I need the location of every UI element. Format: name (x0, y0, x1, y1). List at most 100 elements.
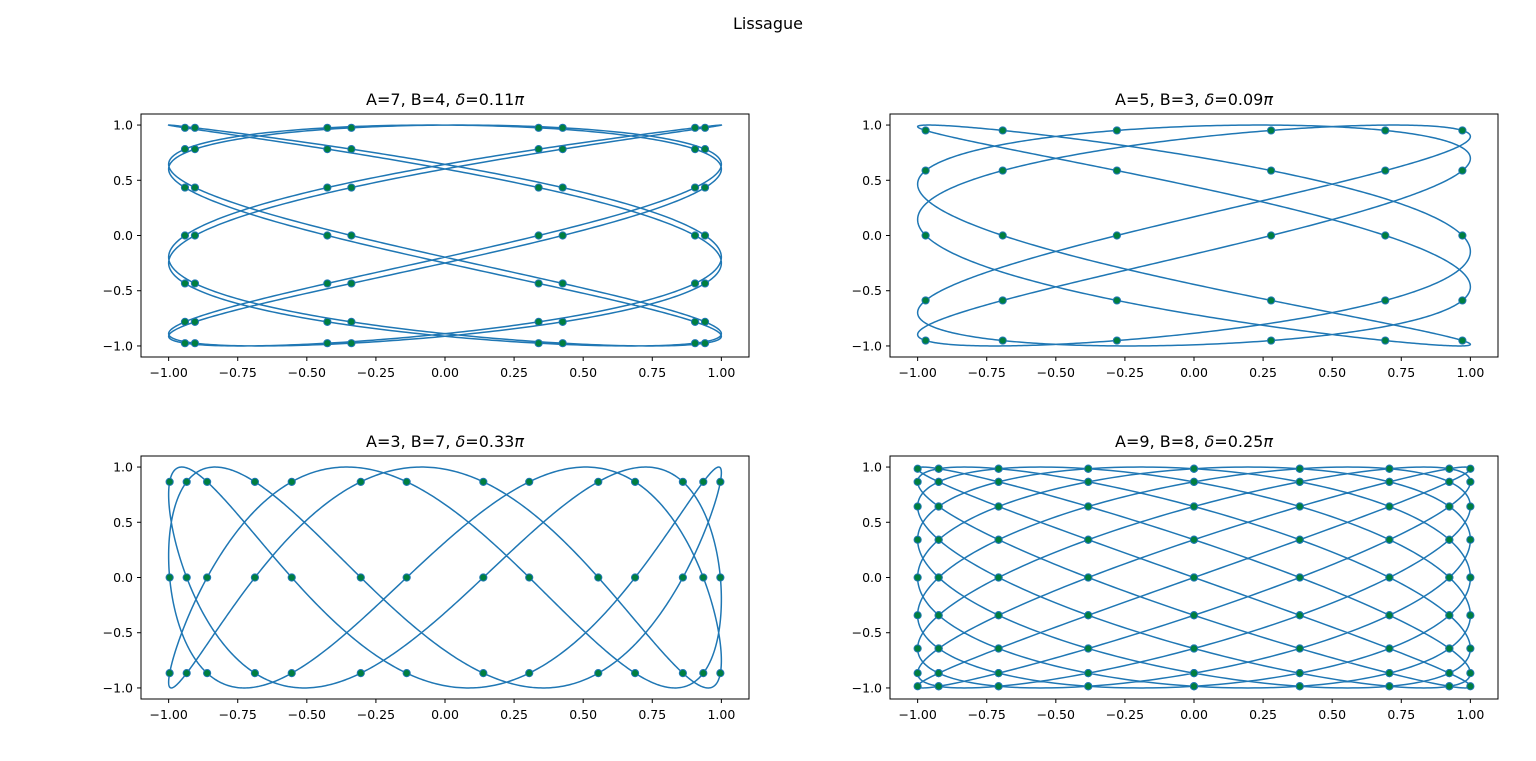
curve-marker (699, 669, 708, 678)
curve-marker (1295, 477, 1304, 486)
curve-marker (250, 477, 260, 486)
curve-marker (203, 477, 212, 486)
curve-marker (1189, 477, 1199, 486)
curve-marker (190, 279, 200, 288)
curve-marker (1385, 535, 1394, 544)
curve-marker (994, 682, 1003, 691)
curve-marker (690, 145, 700, 154)
y-tick-label: −0.5 (852, 283, 882, 298)
x-tick-label: 0.75 (638, 365, 666, 380)
curve-marker (525, 573, 534, 582)
curve-marker (1295, 682, 1304, 691)
y-tick-label: 0.0 (113, 228, 133, 243)
curve-marker (913, 669, 922, 678)
curve-marker (558, 231, 567, 240)
curve-marker (323, 317, 332, 326)
curve-marker (1381, 231, 1390, 240)
curve-marker (913, 644, 922, 653)
curve-marker (1458, 126, 1467, 135)
curve-marker (994, 477, 1003, 486)
curve-marker (1385, 644, 1394, 653)
curve-marker (287, 669, 296, 678)
curve-marker (934, 682, 943, 691)
curve-marker (1112, 231, 1122, 240)
x-tick-label: −0.50 (288, 365, 326, 380)
curve-marker (534, 145, 543, 154)
curve-marker (1445, 502, 1454, 511)
curve-marker (1445, 464, 1454, 473)
curve-marker (1189, 644, 1199, 653)
figure-title: Lissague (733, 14, 803, 33)
y-tick-label: 0.5 (113, 173, 133, 188)
curve-marker (700, 231, 710, 240)
curve-marker (1445, 611, 1454, 620)
x-tick-label: 0.75 (1387, 365, 1415, 380)
curve-marker (402, 573, 411, 582)
curve-marker (1381, 166, 1390, 175)
subplot-a7-b4: A=7, B=4, δ=0.11π −1.00 −0.75 −0.50 −0.25 0.… (103, 90, 750, 380)
curve-marker (190, 145, 200, 154)
y-tick-label: −0.5 (103, 625, 133, 640)
x-tick-label: 0.00 (1180, 365, 1208, 380)
curve-marker (716, 573, 725, 582)
curve-marker (165, 573, 174, 582)
curve-marker (534, 339, 543, 348)
curve-marker (921, 166, 930, 175)
curve-marker (1267, 166, 1276, 175)
x-tick-label: −0.75 (968, 365, 1006, 380)
y-tick-label: 1.0 (862, 460, 882, 475)
curve-marker (180, 317, 190, 326)
y-tick-label: −0.5 (103, 283, 133, 298)
curve-marker (558, 279, 567, 288)
curve-marker (1445, 682, 1454, 691)
curve-marker (678, 477, 687, 486)
y-tick-label: −1.0 (103, 338, 133, 353)
curve-marker (690, 183, 700, 192)
curve-marker (323, 279, 332, 288)
curve-marker (998, 166, 1007, 175)
x-tick-label: −0.25 (1106, 707, 1144, 722)
curve-marker (700, 183, 710, 192)
x-tick-label: 1.00 (707, 707, 735, 722)
curve-marker (347, 145, 356, 154)
x-tick-label: 0.25 (1249, 707, 1277, 722)
curve-marker (1189, 535, 1199, 544)
subplot-title: A=7, B=4, δ=0.11π (366, 90, 524, 109)
curve-marker (347, 123, 356, 132)
curve-marker (700, 279, 710, 288)
curve-marker (1458, 296, 1467, 305)
curve-marker (1189, 464, 1199, 473)
curve-marker (1445, 477, 1454, 486)
curve-marker (934, 611, 943, 620)
x-tick-label: 0.00 (431, 707, 459, 722)
curve-marker (934, 477, 943, 486)
x-tick-label: −0.50 (288, 707, 326, 722)
curve-marker (1466, 502, 1475, 511)
x-tick-label: −0.25 (1106, 365, 1144, 380)
curve-marker (699, 573, 708, 582)
curve-marker (190, 123, 200, 132)
curve-marker (250, 573, 260, 582)
curve-marker (402, 477, 411, 486)
curve-marker (558, 145, 567, 154)
curve-marker (1189, 669, 1199, 678)
curve-marker (250, 669, 260, 678)
curve-marker (1466, 611, 1475, 620)
curve-marker (1466, 535, 1475, 544)
curve-marker (347, 183, 356, 192)
curve-marker (323, 123, 332, 132)
curve-marker (1267, 336, 1276, 345)
curve-marker (1381, 296, 1390, 305)
y-tick-label: −1.0 (103, 680, 133, 695)
curve-marker (934, 669, 943, 678)
y-tick-label: 0.5 (113, 515, 133, 530)
curve-marker (1295, 573, 1304, 582)
y-tick-label: −1.0 (852, 338, 882, 353)
subplot-title: A=9, B=8, δ=0.25π (1115, 432, 1273, 451)
curve-marker (1112, 296, 1122, 305)
x-tick-label: −1.00 (149, 365, 187, 380)
curve-marker (994, 644, 1003, 653)
curve-marker (1295, 611, 1304, 620)
curve-marker (994, 535, 1003, 544)
curve-marker (1084, 502, 1093, 511)
